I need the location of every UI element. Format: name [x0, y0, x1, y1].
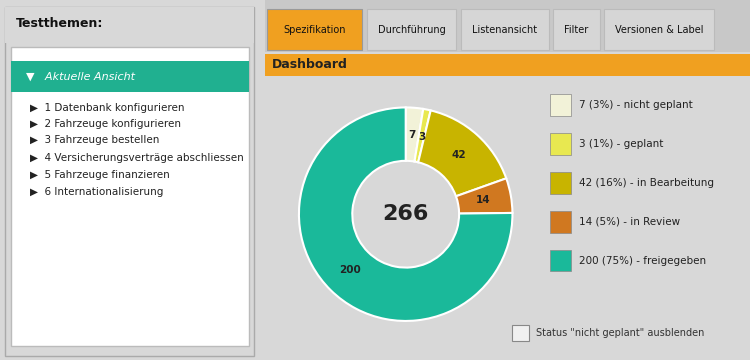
Bar: [554, 9, 599, 50]
Text: 3 (1%) - geplant: 3 (1%) - geplant: [579, 139, 663, 149]
Text: Durchführung: Durchführung: [378, 24, 446, 35]
Text: ▶  3 Fahrzeuge bestellen: ▶ 3 Fahrzeuge bestellen: [31, 135, 160, 145]
Text: Listenansicht: Listenansicht: [472, 24, 538, 35]
Bar: [265, 54, 750, 76]
Wedge shape: [415, 109, 430, 162]
Wedge shape: [299, 107, 512, 321]
Text: Testthemen:: Testthemen:: [16, 17, 104, 30]
Text: 14 (5%) - in Review: 14 (5%) - in Review: [579, 217, 680, 227]
Bar: [367, 9, 457, 50]
Bar: [267, 9, 362, 50]
Text: ▶  4 Versicherungsverträge abschliessen: ▶ 4 Versicherungsverträge abschliessen: [31, 153, 245, 163]
Text: ▶  5 Fahrzeuge finanzieren: ▶ 5 Fahrzeuge finanzieren: [31, 170, 170, 180]
Text: 42: 42: [452, 150, 466, 161]
Text: Status "nicht geplant" ausblenden: Status "nicht geplant" ausblenden: [536, 328, 705, 338]
Text: Dashboard: Dashboard: [272, 58, 348, 71]
Text: Filter: Filter: [565, 24, 589, 35]
Text: 3: 3: [418, 132, 425, 142]
Text: 14: 14: [476, 195, 490, 205]
Bar: [5, 7, 254, 43]
Text: ▼   Aktuelle Ansicht: ▼ Aktuelle Ansicht: [26, 71, 136, 81]
Bar: [604, 9, 713, 50]
Bar: [550, 211, 571, 233]
Text: Spezifikation: Spezifikation: [284, 24, 346, 35]
Text: ▶  2 Fahrzeuge konfigurieren: ▶ 2 Fahrzeuge konfigurieren: [31, 119, 182, 129]
Bar: [265, 0, 750, 52]
Bar: [512, 325, 529, 341]
Text: 200: 200: [339, 265, 361, 275]
Wedge shape: [406, 107, 423, 162]
Bar: [550, 250, 571, 271]
Text: 7 (3%) - nicht geplant: 7 (3%) - nicht geplant: [579, 100, 692, 110]
Text: 42 (16%) - in Bearbeitung: 42 (16%) - in Bearbeitung: [579, 178, 714, 188]
Bar: [461, 9, 548, 50]
Wedge shape: [456, 178, 512, 213]
Bar: [550, 133, 571, 155]
Bar: [550, 94, 571, 116]
Bar: [550, 172, 571, 194]
Wedge shape: [419, 111, 506, 196]
Bar: [10, 47, 249, 346]
Text: 7: 7: [409, 130, 416, 140]
Bar: [10, 61, 249, 92]
Text: ▶  1 Datenbank konfigurieren: ▶ 1 Datenbank konfigurieren: [31, 103, 185, 113]
Text: Versionen & Label: Versionen & Label: [615, 24, 704, 35]
Text: 266: 266: [382, 204, 429, 224]
Text: 200 (75%) - freigegeben: 200 (75%) - freigegeben: [579, 256, 706, 266]
Text: ▶  6 Internationalisierung: ▶ 6 Internationalisierung: [31, 186, 164, 197]
